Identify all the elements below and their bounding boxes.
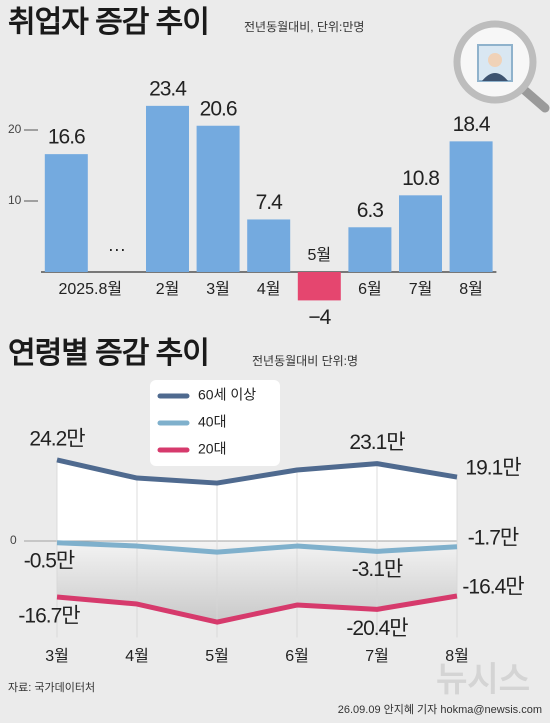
value-label: 6.3 bbox=[357, 199, 384, 222]
value-label: -0.5만 bbox=[24, 549, 75, 572]
value-label: 20.6 bbox=[200, 97, 237, 120]
value-label: 10.8 bbox=[402, 167, 439, 190]
x-tick-label: 7월 bbox=[365, 647, 389, 665]
line bbox=[56, 593, 458, 625]
watermark: 뉴시스 bbox=[436, 661, 530, 699]
x-tick-label: 4월 bbox=[257, 280, 281, 298]
chart-title: 취업자 증감 추이 bbox=[8, 6, 209, 39]
x-tick-label: 6월 bbox=[358, 280, 382, 298]
line bbox=[56, 457, 458, 486]
x-tick-label: 8월 bbox=[459, 280, 483, 298]
legend-label: 40대 bbox=[198, 414, 226, 430]
value-label: 19.1만 bbox=[465, 457, 521, 480]
chart-subtitle: 전년동월대비, 단위:만명 bbox=[244, 20, 364, 34]
y-tick-label: 20 bbox=[8, 122, 22, 136]
chart-subtitle: 전년동월대비 단위:명 bbox=[252, 354, 358, 368]
x-tick-label: 4월 bbox=[125, 647, 149, 665]
value-label: −4 bbox=[308, 306, 331, 329]
bar bbox=[247, 219, 291, 272]
line bbox=[56, 540, 458, 555]
value-label: -1.7만 bbox=[468, 526, 519, 549]
x-tick-label: 8월 bbox=[445, 647, 469, 665]
x-tick-label: 3월 bbox=[45, 647, 69, 665]
value-label: 23.1만 bbox=[349, 431, 405, 454]
chart-title: 연령별 증감 추이 bbox=[8, 337, 209, 370]
credit: 26.09.09 안지혜 기자 hokma@newsis.com bbox=[338, 703, 542, 716]
value-label: -16.7만 bbox=[18, 605, 80, 628]
y-tick-label: 10 bbox=[8, 193, 22, 207]
x-tick-label: 6월 bbox=[285, 647, 309, 665]
x-tick-label: 7월 bbox=[409, 280, 433, 298]
value-label: 23.4 bbox=[149, 77, 187, 100]
bar bbox=[449, 141, 493, 272]
value-label: 16.6 bbox=[48, 126, 85, 149]
y-tick-label: 0 bbox=[10, 533, 17, 547]
bar bbox=[297, 272, 341, 301]
value-label: -20.4만 bbox=[346, 617, 408, 640]
x-tick-label: 5월 bbox=[307, 246, 331, 264]
x-tick-label: 2월 bbox=[156, 280, 180, 298]
x-tick-label: 2025.8월 bbox=[58, 280, 122, 298]
bar bbox=[348, 227, 392, 272]
value-label: -16.4만 bbox=[462, 576, 524, 599]
x-tick-label: 3월 bbox=[206, 280, 230, 298]
bar bbox=[399, 195, 442, 272]
bar bbox=[196, 125, 240, 273]
legend-box bbox=[150, 380, 280, 466]
value-label: 18.4 bbox=[453, 113, 491, 136]
x-tick-label: 5월 bbox=[205, 647, 229, 665]
value-label: 7.4 bbox=[256, 191, 284, 214]
bar bbox=[146, 105, 189, 272]
value-label: 24.2만 bbox=[29, 427, 85, 450]
legend-label: 20대 bbox=[198, 441, 226, 457]
bar bbox=[44, 154, 88, 272]
value-label: -3.1만 bbox=[352, 558, 403, 581]
area-fill bbox=[57, 541, 457, 623]
source: 자료: 국가데이터처 bbox=[8, 681, 95, 694]
magnifier-icon bbox=[453, 20, 550, 113]
legend-label: 60세 이상 bbox=[198, 387, 256, 403]
legend: 60세 이상 40대 20대 bbox=[150, 380, 280, 466]
gap-marker: ··· bbox=[108, 239, 126, 259]
